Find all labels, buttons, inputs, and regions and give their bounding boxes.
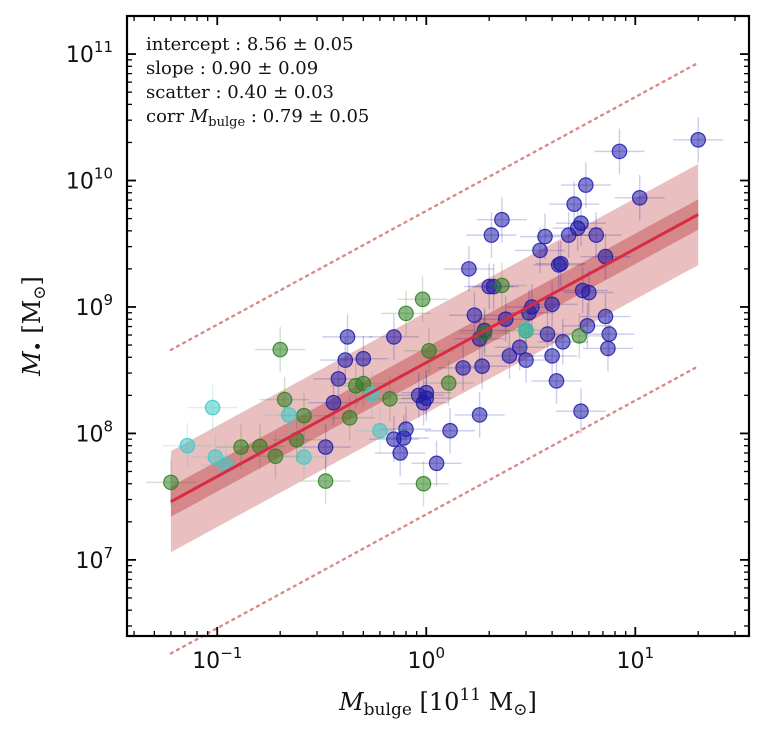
data-point — [518, 321, 534, 338]
data-point — [204, 399, 221, 416]
data-point — [280, 407, 297, 423]
data-point — [566, 196, 582, 212]
data-point — [163, 474, 179, 491]
y-axis-label: M• [M⊙] — [18, 276, 50, 377]
data-point — [355, 350, 372, 367]
lower-limit-line — [169, 365, 700, 655]
data-point — [574, 282, 591, 299]
data-point — [518, 352, 534, 368]
data-point — [296, 449, 312, 465]
data-point — [233, 439, 249, 455]
series-2 — [145, 262, 605, 507]
y-tick-label: 1011 — [66, 38, 113, 68]
data-point — [539, 326, 556, 342]
data-point — [573, 215, 589, 231]
data-point — [544, 296, 560, 313]
data-point — [442, 422, 458, 439]
annotation-box: intercept : 8.56 ± 0.05 slope : 0.90 ± 0… — [146, 34, 369, 130]
data-point — [418, 390, 435, 406]
fit-line-layer — [170, 213, 699, 504]
x-tick-label: 100 — [407, 644, 445, 674]
data-point — [494, 211, 510, 228]
data-point — [483, 227, 500, 243]
data-point — [276, 391, 293, 408]
data-point — [600, 340, 616, 357]
data-point — [611, 143, 628, 160]
data-point — [317, 473, 334, 489]
data-point — [325, 394, 342, 411]
series-3 — [162, 307, 552, 489]
x-axis-label: Mbulge [1011 M⊙] — [338, 685, 537, 720]
data-point — [550, 257, 567, 273]
data-point — [398, 305, 414, 322]
data-point — [501, 348, 518, 364]
stat-scatter: scatter : 0.40 ± 0.03 — [146, 82, 334, 103]
data-point — [554, 333, 571, 350]
data-point — [207, 449, 224, 465]
data-point — [440, 375, 457, 391]
data-point — [579, 317, 596, 334]
data-point — [474, 358, 490, 374]
data-point — [382, 390, 398, 407]
data-point — [267, 448, 284, 464]
data-point — [601, 326, 617, 342]
data-point — [392, 445, 408, 461]
data-point — [466, 307, 483, 323]
data-point — [386, 329, 402, 345]
data-point — [588, 227, 604, 243]
data-point — [421, 342, 437, 359]
data-point — [573, 403, 589, 419]
fit-line — [170, 213, 699, 504]
stat-intercept: intercept : 8.56 ± 0.05 — [146, 34, 354, 55]
data-point — [341, 409, 358, 426]
y-tick-label: 107 — [75, 544, 113, 574]
data-point — [631, 190, 648, 206]
data-point — [494, 277, 510, 294]
data-point — [461, 261, 477, 277]
data-point — [272, 341, 288, 358]
data-point — [544, 348, 560, 364]
y-tick-label: 1010 — [66, 165, 113, 195]
stat-corr: corr Mbulge : 0.79 ± 0.05 — [146, 106, 369, 130]
series-1 — [320, 212, 631, 421]
y-tick-label: 108 — [75, 417, 113, 447]
data-point — [571, 328, 588, 344]
data-point — [317, 439, 334, 455]
scatter-limit-lines — [169, 61, 700, 655]
data-point — [372, 422, 388, 439]
data-point — [471, 407, 488, 423]
data-point — [296, 407, 312, 424]
data-point — [511, 339, 528, 356]
data-point — [337, 352, 354, 368]
data-point — [690, 132, 706, 148]
stat-slope: slope : 0.90 ± 0.09 — [146, 58, 318, 79]
x-tick-label: 10−1 — [192, 644, 242, 674]
data-point — [537, 228, 553, 245]
data-point — [415, 475, 432, 492]
data-point — [355, 375, 372, 392]
upper-limit-line — [169, 61, 700, 352]
data-point — [532, 242, 548, 259]
data-point — [414, 291, 431, 308]
data-point — [428, 455, 445, 472]
data-point — [339, 329, 356, 345]
data-point — [577, 177, 594, 193]
x-tick-label: 101 — [617, 644, 655, 674]
data-point — [597, 308, 614, 325]
data-point — [398, 421, 414, 437]
y-tick-label: 109 — [75, 291, 113, 321]
data-point — [548, 373, 565, 389]
axis-ticks: 10−1 100 101 107 108 109 1010 1011 — [66, 15, 749, 674]
data-point — [330, 371, 347, 387]
data-point — [455, 360, 471, 376]
data-point — [179, 437, 196, 454]
